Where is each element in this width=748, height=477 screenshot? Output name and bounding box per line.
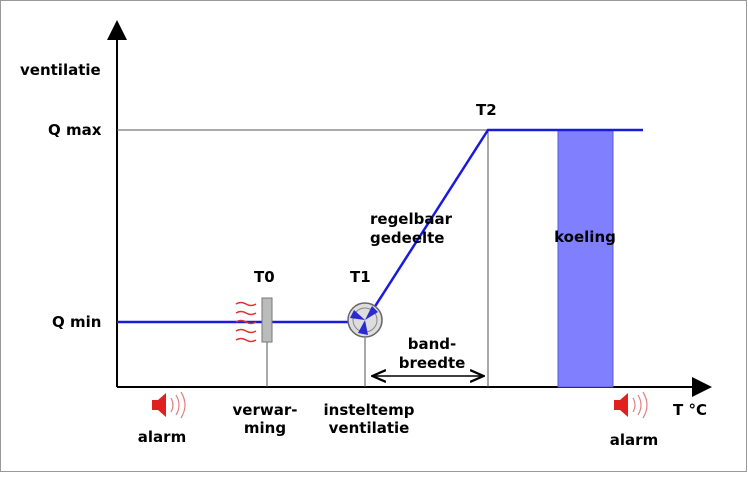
koeling-zone (557, 129, 614, 388)
t0-label: T0 (254, 268, 275, 286)
alarm-label: alarm (138, 428, 186, 446)
regelbaar-label: regelbaar (370, 210, 453, 228)
alarm-icon (152, 391, 186, 419)
verwarming-label: ming (244, 419, 286, 437)
heater-icon (235, 301, 257, 343)
alarm-label: alarm (610, 431, 658, 449)
band-label: band- (408, 335, 457, 353)
verwarming-label: verwar- (233, 401, 298, 419)
alarm-icon (614, 391, 648, 419)
koeling-label: koeling (554, 228, 616, 246)
insteltemp-label: ventilatie (329, 419, 410, 437)
y-label: ventilatie (20, 61, 101, 79)
qmax-label: Q max (48, 121, 102, 139)
fan-icon (347, 302, 383, 338)
x-label: T °C (673, 401, 707, 419)
regelbaar-label: gedeelte (370, 229, 444, 247)
insteltemp-label: insteltemp (324, 401, 415, 419)
ventilation-curve (117, 128, 643, 324)
qmin-label: Q min (52, 313, 101, 331)
heater-bar (261, 297, 273, 343)
t2-label: T2 (476, 101, 497, 119)
t1-label: T1 (350, 268, 371, 286)
band-label: breedte (399, 354, 466, 372)
